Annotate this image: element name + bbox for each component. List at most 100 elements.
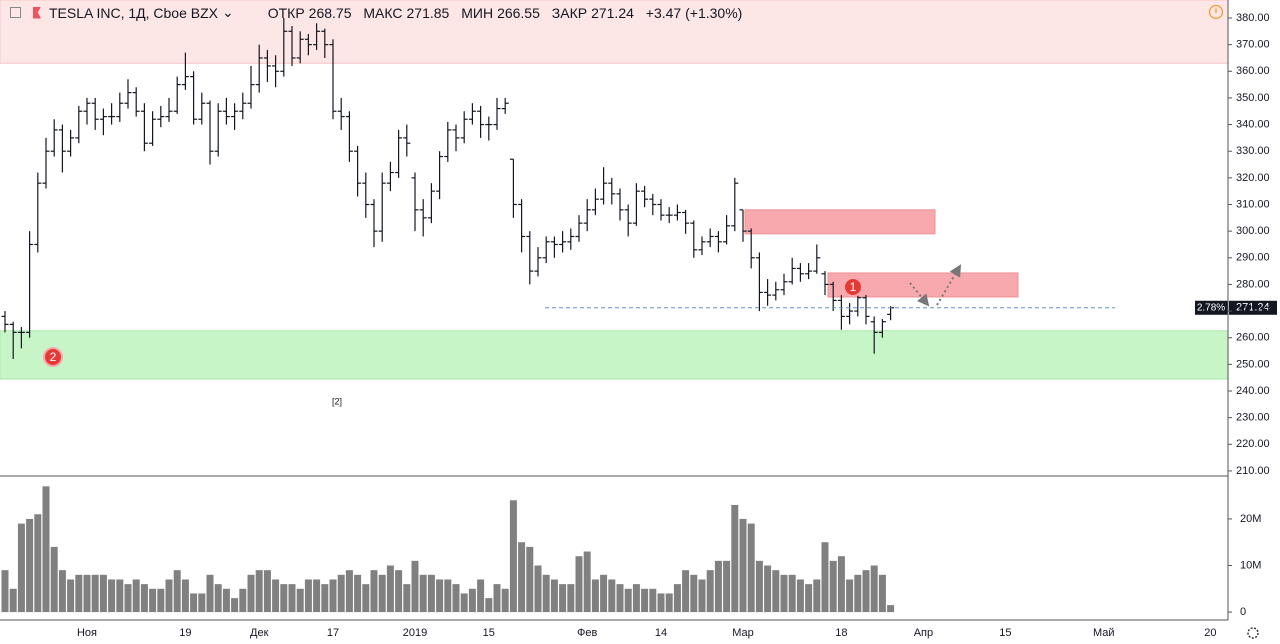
volume-bar [370, 570, 378, 613]
volume-bar [222, 588, 230, 613]
volume-bar [272, 579, 280, 613]
volume-bar [91, 574, 99, 613]
volume-bar [206, 574, 214, 613]
x-tick-label: 17 [327, 627, 339, 639]
collapse-icon[interactable] [10, 7, 21, 18]
volume-bar [173, 570, 181, 613]
volume-bar [296, 588, 304, 613]
x-tick-label: Фев [577, 627, 597, 639]
symbol[interactable]: TESLA INC, 1Д, Cboe BZX [49, 4, 218, 21]
volume-bar [263, 570, 271, 613]
chevron[interactable]: ⌄ [222, 4, 234, 20]
volume-bar [608, 579, 616, 613]
volume-bar [583, 551, 591, 613]
high-label: МАКС [363, 4, 403, 21]
volume-bar [321, 584, 329, 613]
volume-bar [452, 584, 460, 613]
volume-bar [231, 598, 239, 613]
volume-bar [870, 565, 878, 613]
x-tick-label: Мар [732, 627, 754, 639]
volume-bar [75, 574, 83, 613]
volume-bar [813, 579, 821, 613]
volume-bar [255, 570, 263, 613]
x-tick-label: 14 [655, 627, 667, 639]
y-tick-label: 310.00 [1236, 198, 1270, 210]
volume-bar [9, 588, 17, 613]
volume-bar [198, 593, 206, 613]
marker-circle [843, 277, 863, 297]
y-tick-label: 250.00 [1236, 358, 1270, 370]
volume-bar [1, 570, 9, 613]
volume-bar [468, 588, 476, 613]
volume-bar [165, 579, 173, 613]
volume-bar [501, 588, 509, 613]
volume-bar [690, 574, 698, 613]
volume-bar [526, 546, 534, 613]
volume-bar [124, 584, 132, 613]
x-tick-label: 20 [1204, 627, 1216, 639]
volume-bar [116, 579, 124, 613]
volume-bar [485, 598, 493, 613]
volume-bar [190, 593, 198, 613]
settings-gear[interactable] [1247, 627, 1259, 639]
volume-bar [26, 518, 34, 613]
volume-bar [140, 584, 148, 613]
volume-bar [493, 584, 501, 613]
volume-bar [181, 579, 189, 613]
y-tick-label: 380.00 [1236, 12, 1270, 24]
volume-bar [772, 570, 780, 613]
volume-bar [755, 560, 763, 613]
open-value: 268.75 [308, 4, 352, 21]
volume-bar [591, 579, 599, 613]
y-tick-label: 300.00 [1236, 225, 1270, 237]
volume-bar [427, 574, 435, 613]
close-value: 271.24 [591, 4, 634, 21]
warning-icon[interactable] [1208, 4, 1224, 20]
volume-bar [395, 570, 403, 613]
volume-bar [673, 584, 681, 613]
high-value: 271.85 [406, 4, 450, 21]
volume-bar [329, 579, 337, 613]
volume-bar [878, 574, 886, 613]
volume-bar [518, 542, 526, 613]
volume-bar [132, 579, 140, 613]
volume-bar [649, 588, 657, 613]
y-tick-label: 290.00 [1236, 252, 1270, 264]
x-tick-label: 18 [835, 627, 847, 639]
volume-bar [17, 523, 25, 613]
volume-bar [747, 523, 755, 613]
volume-bar [83, 574, 91, 613]
volume-bar [157, 588, 165, 613]
volume-bar [723, 560, 731, 613]
low-label: МИН [461, 4, 494, 21]
volume-bar [714, 560, 722, 613]
volume-bar [550, 579, 558, 613]
volume-bar [567, 584, 575, 613]
y-tick-label: 320.00 [1236, 172, 1270, 184]
volume-bar [829, 560, 837, 613]
marker-label: 2 [50, 350, 57, 364]
y-tick-label: 340.00 [1236, 118, 1270, 130]
zone [0, 330, 1229, 380]
y-tick-label: 360.00 [1236, 65, 1270, 77]
x-tick-label: Ноя [77, 627, 97, 639]
note-label: [2] [332, 396, 342, 406]
volume-tick-label: 20M [1240, 513, 1261, 525]
zone [744, 209, 936, 235]
volume-bar [509, 500, 517, 613]
volume-bar [887, 605, 895, 613]
volume-bar [739, 518, 747, 613]
volume-bar [403, 584, 411, 613]
low-value: 266.55 [497, 4, 540, 21]
y-tick-label: 260.00 [1236, 332, 1270, 344]
y-tick-label: 330.00 [1236, 145, 1270, 157]
volume-bar [304, 579, 312, 613]
volume-bar [657, 593, 665, 613]
flag-icon[interactable] [33, 6, 41, 19]
x-tick-label: 15 [483, 627, 495, 639]
volume-bar [542, 574, 550, 613]
legend: TESLA INC, 1Д, Cboe BZX ⌄ ОТКР 268.75 МАКС… [10, 4, 742, 21]
volume-bar [854, 574, 862, 613]
